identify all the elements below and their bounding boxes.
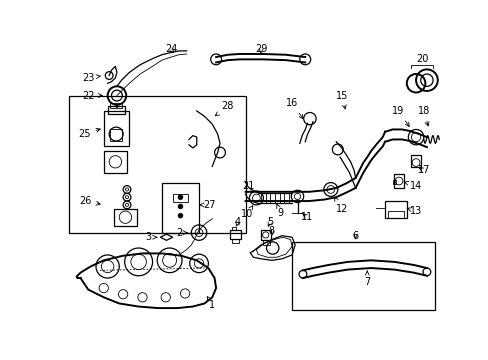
Text: 28: 28 xyxy=(215,101,233,116)
Bar xyxy=(230,230,241,239)
Text: 19: 19 xyxy=(391,106,408,126)
Bar xyxy=(261,230,270,240)
Bar xyxy=(387,211,403,218)
Text: 9: 9 xyxy=(276,204,283,217)
Text: 8: 8 xyxy=(268,226,274,236)
Bar xyxy=(162,183,199,233)
Bar xyxy=(393,174,403,188)
Text: 27: 27 xyxy=(200,200,216,210)
Text: 2: 2 xyxy=(176,228,187,238)
Text: 29: 29 xyxy=(254,44,267,54)
Text: 10: 10 xyxy=(241,206,253,219)
Circle shape xyxy=(178,213,183,218)
Text: 17: 17 xyxy=(417,165,429,175)
Bar xyxy=(231,239,239,243)
Bar xyxy=(110,130,122,141)
Bar xyxy=(114,209,137,226)
Bar xyxy=(172,194,188,202)
Text: 1: 1 xyxy=(207,297,215,310)
Bar xyxy=(107,106,124,114)
Bar xyxy=(291,242,434,310)
Text: 21: 21 xyxy=(242,181,254,191)
Circle shape xyxy=(178,195,183,199)
Text: 14: 14 xyxy=(404,181,421,191)
Text: 18: 18 xyxy=(417,106,429,126)
Text: 7: 7 xyxy=(364,271,369,287)
Text: 12: 12 xyxy=(334,197,347,214)
Text: 5: 5 xyxy=(267,217,273,227)
Bar xyxy=(232,227,235,230)
Text: 3: 3 xyxy=(144,232,157,242)
Bar xyxy=(392,180,395,184)
Text: 22: 22 xyxy=(82,91,102,100)
Text: 23: 23 xyxy=(82,73,100,83)
Bar xyxy=(110,103,116,108)
Text: 26: 26 xyxy=(80,196,100,206)
Text: 24: 24 xyxy=(164,44,177,54)
Bar xyxy=(384,201,406,218)
Text: 13: 13 xyxy=(407,206,421,216)
Text: 20: 20 xyxy=(415,54,427,64)
Text: 15: 15 xyxy=(335,91,347,109)
Bar xyxy=(103,151,127,172)
Bar xyxy=(262,240,269,245)
Circle shape xyxy=(178,204,183,209)
Text: 25: 25 xyxy=(78,129,100,139)
Text: 6: 6 xyxy=(352,231,358,241)
Bar xyxy=(117,103,122,108)
Text: 4: 4 xyxy=(234,217,241,227)
Text: 16: 16 xyxy=(285,98,303,119)
Bar xyxy=(103,111,128,145)
Text: 11: 11 xyxy=(301,212,313,222)
Bar xyxy=(410,155,420,167)
Bar xyxy=(69,95,245,233)
